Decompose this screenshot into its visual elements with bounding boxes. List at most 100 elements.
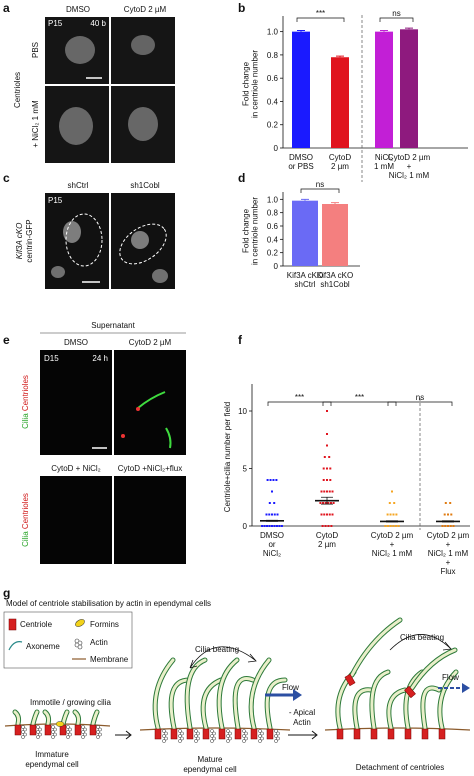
column-header: sh1Cobl (130, 181, 160, 190)
error-bar (301, 198, 309, 201)
data-point (323, 490, 326, 493)
y-tick-label: 0.2 (267, 249, 279, 258)
column-header: DMSO (66, 5, 90, 14)
centriole (89, 724, 97, 736)
actin (258, 739, 262, 743)
actin (66, 725, 70, 729)
diagram-label: Immotile / growing cilia (30, 698, 111, 707)
cilium-core (370, 670, 390, 730)
x-tick-label: + (390, 540, 395, 549)
actin (66, 730, 70, 734)
x-tick-label: Kif3A cKO (317, 271, 353, 280)
actin (274, 729, 278, 733)
data-point (392, 513, 395, 516)
data-point (443, 513, 446, 516)
data-point (326, 467, 328, 470)
x-tick-label: NiCl₂ (375, 153, 393, 162)
diagram-label: Cilia beating (400, 633, 444, 642)
y-tick-label: 5 (243, 465, 248, 474)
panel-letter: g (3, 586, 10, 600)
cilium-core (73, 710, 81, 726)
data-point (263, 525, 266, 527)
data-point (331, 490, 334, 493)
actin (228, 736, 232, 741)
data-point (271, 490, 273, 493)
side-label: Kif3A cKO (15, 223, 24, 260)
data-point (391, 490, 393, 493)
actin (178, 729, 182, 733)
data-point (273, 513, 276, 516)
data-point (388, 502, 391, 504)
cilium-core (353, 688, 373, 730)
x-tick-label: 2 µm (331, 162, 349, 171)
data-point (266, 525, 269, 527)
actin (66, 735, 70, 739)
stage-label: P15 (48, 19, 63, 28)
legend-axoneme (8, 641, 23, 651)
beating-arrow (189, 646, 257, 669)
x-tick-label: CytoD 2 µm (427, 531, 470, 540)
flow-head (462, 683, 470, 693)
cell-outline (65, 213, 103, 267)
actin (98, 732, 102, 737)
actin (242, 734, 246, 738)
y-tick-label: 1.0 (267, 195, 279, 204)
time-label: 24 h (92, 354, 108, 363)
cilium-core (410, 648, 457, 690)
centriole (218, 728, 226, 740)
centriole (353, 728, 361, 740)
data-point (271, 513, 273, 516)
y-tick-label: 10 (238, 407, 247, 416)
flow-head (293, 689, 302, 701)
data-point (322, 479, 325, 481)
nucleus (51, 266, 65, 278)
actin (260, 731, 264, 736)
column-header: shCtrl (68, 181, 89, 190)
actin (68, 727, 72, 732)
error-bar (380, 29, 388, 32)
diagram-title: Model of centriole stabilisation by acti… (6, 599, 211, 608)
actin (68, 732, 72, 737)
data-point (326, 410, 328, 412)
actin (23, 732, 27, 737)
data-point (261, 525, 264, 527)
data-point (397, 525, 400, 527)
data-point (326, 479, 328, 481)
arrow (288, 730, 318, 740)
legend-actin (74, 638, 83, 650)
significance-bracket (379, 17, 414, 22)
y-tick-label: 0.8 (267, 51, 279, 60)
centriole (14, 724, 22, 736)
data-point (319, 502, 322, 504)
actin (210, 729, 214, 733)
data-point (393, 502, 396, 504)
diagram-label: Actin (293, 718, 311, 727)
error-bar (405, 27, 413, 30)
centriole (234, 728, 242, 740)
data-point (266, 479, 269, 481)
nucleus (131, 231, 149, 249)
stage-label: D15 (44, 354, 59, 363)
row-label: PBS (31, 42, 40, 58)
actin (83, 727, 87, 732)
cilium-core (185, 658, 207, 730)
data-point (328, 513, 331, 516)
actin (36, 725, 40, 729)
cell-label: ependymal cell (183, 765, 237, 774)
data-point (275, 525, 278, 527)
x-tick-label: NiCl₂ (263, 549, 281, 558)
cilium (137, 391, 166, 409)
significance-bracket (322, 401, 397, 406)
diagram-label: - Apical (289, 708, 315, 717)
x-tick-label: or PBS (288, 162, 313, 171)
legend-centriole (8, 618, 17, 631)
cilium-core (421, 686, 441, 730)
actin (258, 729, 262, 733)
actin (96, 725, 100, 729)
data-point (326, 433, 328, 435)
data-point (441, 525, 444, 527)
cilium-core (265, 678, 287, 730)
data-point (268, 525, 271, 527)
cell-outline (119, 223, 167, 265)
cell-label: ependymal cell (25, 760, 79, 769)
